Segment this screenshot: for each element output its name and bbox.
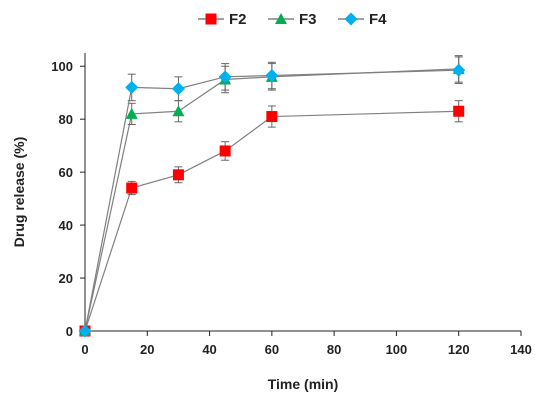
series-line-f4 bbox=[84, 69, 459, 332]
legend-label-f2: F2 bbox=[229, 11, 247, 28]
series-line-f2 bbox=[84, 110, 459, 332]
legend-marker-f3 bbox=[275, 13, 287, 24]
data-point-f4 bbox=[78, 324, 92, 338]
data-point-f2 bbox=[172, 169, 184, 181]
legend-marker-f4 bbox=[344, 12, 358, 26]
legend-label-f3: F3 bbox=[299, 11, 317, 28]
y-tick-label: 20 bbox=[59, 271, 73, 286]
y-tick-label: 80 bbox=[59, 112, 73, 127]
legend-marker-shape-f4 bbox=[344, 12, 358, 26]
data-point-f2 bbox=[126, 182, 138, 194]
y-tick-label: 60 bbox=[59, 165, 73, 180]
data-point-f4 bbox=[171, 82, 185, 96]
legend-marker-shape-f3 bbox=[275, 13, 287, 24]
data-point-f4 bbox=[125, 80, 139, 94]
legend-label-f4: F4 bbox=[369, 11, 387, 28]
axes: 0 20 40 60 80 100 120 140 0 20 40 60 80 100 bbox=[51, 53, 532, 357]
data-point-f2 bbox=[266, 111, 278, 123]
data-point-f2 bbox=[219, 145, 231, 157]
data-point-f4 bbox=[452, 63, 466, 77]
x-tick-label: 60 bbox=[265, 342, 279, 357]
data-point-f3 bbox=[125, 107, 138, 119]
y-axis-title: Drug release (%) bbox=[11, 137, 27, 247]
x-tick-label: 100 bbox=[386, 342, 408, 357]
x-tick-label: 80 bbox=[327, 342, 341, 357]
x-axis-title: Time (min) bbox=[268, 376, 339, 392]
y-tick-label: 100 bbox=[51, 59, 73, 74]
legend-item-f2: F2 bbox=[198, 11, 247, 28]
legend-marker-shape-f2 bbox=[205, 13, 217, 25]
x-tick-label: 140 bbox=[510, 342, 532, 357]
legend-item-f3: F3 bbox=[268, 11, 317, 28]
legend: F2 F3 F4 bbox=[198, 11, 387, 28]
legend-item-f4: F4 bbox=[338, 11, 387, 28]
data-point-f2 bbox=[453, 105, 465, 117]
x-tick-label: 0 bbox=[81, 342, 88, 357]
series-f2 bbox=[79, 100, 465, 337]
data-point-f3 bbox=[172, 105, 185, 117]
y-tick-label: 40 bbox=[59, 218, 73, 233]
plot-area bbox=[78, 55, 466, 338]
x-tick-label: 120 bbox=[448, 342, 470, 357]
legend-marker-f2 bbox=[205, 13, 217, 25]
data-point-f4 bbox=[218, 70, 232, 84]
series-line-f3 bbox=[84, 68, 459, 332]
x-tick-label: 40 bbox=[202, 342, 216, 357]
y-tick-label: 0 bbox=[66, 324, 73, 339]
x-tick-label: 20 bbox=[140, 342, 154, 357]
series-f3 bbox=[79, 55, 465, 336]
data-point-f4 bbox=[265, 69, 279, 83]
series-f4 bbox=[78, 56, 466, 338]
